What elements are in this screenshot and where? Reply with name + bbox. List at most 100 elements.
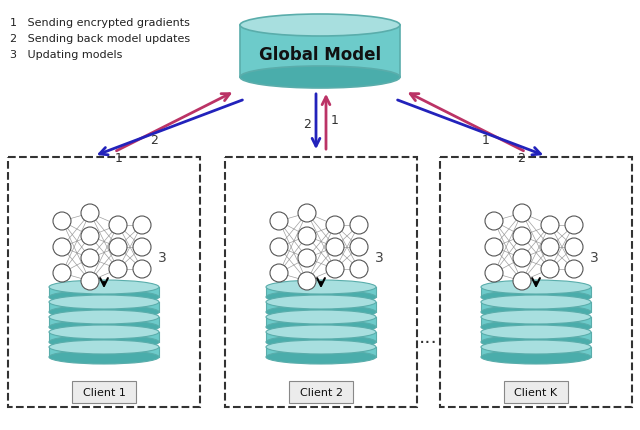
Polygon shape — [240, 26, 400, 78]
Text: 2: 2 — [303, 118, 311, 131]
Circle shape — [109, 239, 127, 256]
Polygon shape — [266, 302, 376, 312]
FancyBboxPatch shape — [440, 158, 632, 407]
Ellipse shape — [49, 320, 159, 334]
Circle shape — [298, 205, 316, 222]
FancyBboxPatch shape — [72, 381, 136, 403]
Polygon shape — [481, 332, 591, 342]
Text: 2: 2 — [150, 134, 158, 147]
Circle shape — [81, 227, 99, 246]
Ellipse shape — [266, 280, 376, 294]
Circle shape — [541, 261, 559, 278]
Circle shape — [109, 261, 127, 278]
Polygon shape — [481, 287, 591, 297]
Circle shape — [133, 261, 151, 278]
Circle shape — [270, 239, 288, 256]
Circle shape — [53, 264, 71, 283]
Text: Client K: Client K — [515, 387, 557, 397]
Circle shape — [53, 212, 71, 230]
Circle shape — [270, 264, 288, 283]
Text: Global Model: Global Model — [259, 46, 381, 64]
Circle shape — [485, 264, 503, 283]
Ellipse shape — [481, 320, 591, 334]
Circle shape — [485, 212, 503, 230]
Circle shape — [298, 272, 316, 290]
Ellipse shape — [240, 15, 400, 37]
Ellipse shape — [481, 350, 591, 364]
Circle shape — [326, 261, 344, 278]
Circle shape — [81, 205, 99, 222]
Circle shape — [513, 227, 531, 246]
Ellipse shape — [266, 340, 376, 354]
Text: 3: 3 — [374, 250, 383, 264]
Polygon shape — [481, 317, 591, 327]
Circle shape — [81, 272, 99, 290]
Ellipse shape — [266, 310, 376, 324]
Ellipse shape — [266, 350, 376, 364]
Ellipse shape — [49, 305, 159, 319]
Polygon shape — [49, 302, 159, 312]
Circle shape — [350, 239, 368, 256]
Text: 1   Sending encrypted gradients: 1 Sending encrypted gradients — [10, 18, 190, 28]
Circle shape — [541, 216, 559, 234]
Ellipse shape — [481, 280, 591, 294]
Circle shape — [298, 249, 316, 267]
Ellipse shape — [266, 295, 376, 309]
FancyBboxPatch shape — [289, 381, 353, 403]
Circle shape — [81, 249, 99, 267]
Ellipse shape — [49, 335, 159, 349]
Ellipse shape — [49, 280, 159, 294]
Ellipse shape — [49, 290, 159, 304]
Text: Client 2: Client 2 — [300, 387, 342, 397]
Ellipse shape — [481, 295, 591, 309]
FancyBboxPatch shape — [225, 158, 417, 407]
Polygon shape — [266, 317, 376, 327]
Circle shape — [326, 239, 344, 256]
Polygon shape — [49, 347, 159, 357]
Ellipse shape — [49, 295, 159, 309]
FancyBboxPatch shape — [8, 158, 200, 407]
Polygon shape — [266, 347, 376, 357]
Text: 2   Sending back model updates: 2 Sending back model updates — [10, 34, 190, 44]
Text: 1: 1 — [115, 151, 123, 164]
Polygon shape — [481, 347, 591, 357]
Ellipse shape — [266, 290, 376, 304]
Ellipse shape — [266, 305, 376, 319]
Text: 2: 2 — [517, 151, 525, 164]
Ellipse shape — [266, 325, 376, 339]
Text: ...: ... — [419, 328, 438, 347]
Ellipse shape — [481, 310, 591, 324]
Polygon shape — [49, 287, 159, 297]
Circle shape — [513, 272, 531, 290]
Ellipse shape — [49, 310, 159, 324]
Ellipse shape — [481, 335, 591, 349]
Ellipse shape — [49, 325, 159, 339]
Text: Client 1: Client 1 — [83, 387, 125, 397]
Ellipse shape — [49, 340, 159, 354]
Ellipse shape — [481, 340, 591, 354]
Ellipse shape — [266, 335, 376, 349]
Circle shape — [298, 227, 316, 246]
Circle shape — [270, 212, 288, 230]
Circle shape — [565, 261, 583, 278]
Polygon shape — [481, 302, 591, 312]
Polygon shape — [49, 332, 159, 342]
Text: 3   Updating models: 3 Updating models — [10, 50, 122, 60]
Text: 3: 3 — [157, 250, 166, 264]
Circle shape — [565, 239, 583, 256]
Circle shape — [133, 216, 151, 234]
Ellipse shape — [481, 290, 591, 304]
Text: 1: 1 — [331, 114, 339, 127]
Ellipse shape — [481, 325, 591, 339]
Polygon shape — [49, 317, 159, 327]
Circle shape — [541, 239, 559, 256]
Polygon shape — [266, 287, 376, 297]
Ellipse shape — [49, 350, 159, 364]
FancyBboxPatch shape — [504, 381, 568, 403]
Circle shape — [109, 216, 127, 234]
Circle shape — [326, 216, 344, 234]
Polygon shape — [266, 332, 376, 342]
Text: 3: 3 — [589, 250, 598, 264]
Ellipse shape — [266, 320, 376, 334]
Circle shape — [350, 216, 368, 234]
